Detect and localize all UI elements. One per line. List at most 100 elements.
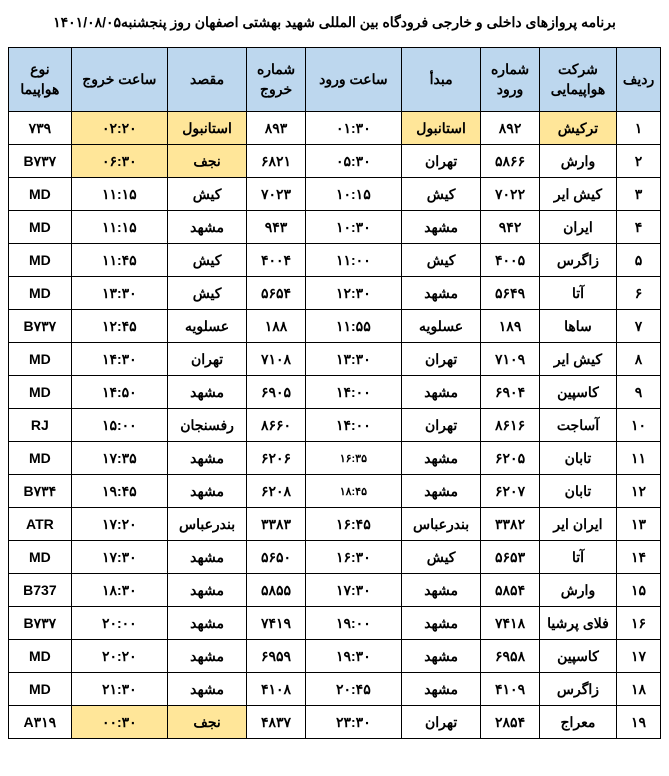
table-row: ۱۷کاسپین۶۹۵۸مشهد۱۹:۳۰۶۹۵۹مشهد۲۰:۲۰MD — [9, 640, 661, 673]
cell-row-num: ۶ — [617, 277, 661, 310]
cell-arr-time: ۱۱:۰۰ — [305, 244, 401, 277]
table-row: ۱۲تابان۶۲۰۷مشهد۱۸:۴۵۶۲۰۸مشهد۱۹:۴۵B۷۳۴ — [9, 475, 661, 508]
cell-arr-num: ۱۸۹ — [481, 310, 540, 343]
cell-type: B737 — [9, 574, 72, 607]
cell-dest: مشهد — [167, 541, 246, 574]
table-row: ۸کیش ایر۷۱۰۹تهران۱۳:۳۰۷۱۰۸تهران۱۴:۳۰MD — [9, 343, 661, 376]
cell-type: B۷۳۷ — [9, 310, 72, 343]
cell-airline: معراج — [539, 706, 616, 739]
header-row-num: ردیف — [617, 48, 661, 112]
cell-arr-time: ۰۵:۳۰ — [305, 145, 401, 178]
cell-row-num: ۸ — [617, 343, 661, 376]
table-row: ۱ترکیش۸۹۲استانبول۰۱:۳۰۸۹۳استانبول۰۲:۲۰۷۳… — [9, 112, 661, 145]
cell-arr-num: ۴۱۰۹ — [481, 673, 540, 706]
cell-airline: کیش ایر — [539, 178, 616, 211]
cell-type: B۷۳۴ — [9, 475, 72, 508]
cell-airline: فلای پرشیا — [539, 607, 616, 640]
cell-dep-num: ۴۰۰۴ — [247, 244, 306, 277]
cell-dep-time: ۱۱:۴۵ — [71, 244, 167, 277]
cell-dep-num: ۶۲۰۸ — [247, 475, 306, 508]
cell-arr-time: ۱۲:۳۰ — [305, 277, 401, 310]
cell-dep-time: ۱۴:۵۰ — [71, 376, 167, 409]
header-arr-num: شماره ورود — [481, 48, 540, 112]
cell-origin: تهران — [401, 706, 480, 739]
cell-origin: بندرعباس — [401, 508, 480, 541]
cell-dep-num: ۵۶۵۰ — [247, 541, 306, 574]
cell-arr-time: ۱۹:۰۰ — [305, 607, 401, 640]
cell-airline: آتا — [539, 541, 616, 574]
cell-dep-num: ۸۹۳ — [247, 112, 306, 145]
cell-dep-time: ۱۳:۳۰ — [71, 277, 167, 310]
cell-origin: مشهد — [401, 673, 480, 706]
cell-dep-num: ۷۱۰۸ — [247, 343, 306, 376]
cell-dest: مشهد — [167, 607, 246, 640]
cell-arr-num: ۸۶۱۶ — [481, 409, 540, 442]
cell-airline: ترکیش — [539, 112, 616, 145]
cell-dest: مشهد — [167, 475, 246, 508]
table-row: ۶آتا۵۶۴۹مشهد۱۲:۳۰۵۶۵۴کیش۱۳:۳۰MD — [9, 277, 661, 310]
cell-arr-num: ۶۲۰۵ — [481, 442, 540, 475]
cell-arr-num: ۹۴۲ — [481, 211, 540, 244]
cell-arr-time: ۱۹:۳۰ — [305, 640, 401, 673]
cell-origin: مشهد — [401, 211, 480, 244]
table-row: ۱۱تابان۶۲۰۵مشهد۱۶:۳۵۶۲۰۶مشهد۱۷:۳۵MD — [9, 442, 661, 475]
cell-dep-time: ۱۴:۳۰ — [71, 343, 167, 376]
cell-dep-num: ۴۸۳۷ — [247, 706, 306, 739]
cell-arr-time: ۱۶:۳۰ — [305, 541, 401, 574]
cell-arr-num: ۶۹۵۸ — [481, 640, 540, 673]
cell-arr-num: ۳۳۸۲ — [481, 508, 540, 541]
header-dep-time: ساعت خروج — [71, 48, 167, 112]
cell-dep-num: ۴۱۰۸ — [247, 673, 306, 706]
cell-row-num: ۱۶ — [617, 607, 661, 640]
cell-dest: مشهد — [167, 211, 246, 244]
header-arr-time: ساعت ورود — [305, 48, 401, 112]
cell-dest: کیش — [167, 244, 246, 277]
cell-airline: زاگرس — [539, 244, 616, 277]
cell-dep-time: ۲۰:۲۰ — [71, 640, 167, 673]
table-header-row: ردیف شرکت هواپیمایی شماره ورود مبدأ ساعت… — [9, 48, 661, 112]
cell-airline: وارش — [539, 574, 616, 607]
cell-dep-time: ۱۷:۲۰ — [71, 508, 167, 541]
table-row: ۱۴آتا۵۶۵۳کیش۱۶:۳۰۵۶۵۰مشهد۱۷:۳۰MD — [9, 541, 661, 574]
cell-arr-time: ۱۶:۴۵ — [305, 508, 401, 541]
table-row: ۱۹معراج۲۸۵۴تهران۲۳:۳۰۴۸۳۷نجف۰۰:۳۰A۳۱۹ — [9, 706, 661, 739]
cell-origin: مشهد — [401, 475, 480, 508]
cell-airline: وارش — [539, 145, 616, 178]
cell-arr-time: ۰۱:۳۰ — [305, 112, 401, 145]
cell-airline: کاسپین — [539, 376, 616, 409]
cell-arr-num: ۲۸۵۴ — [481, 706, 540, 739]
cell-dep-time: ۱۱:۱۵ — [71, 211, 167, 244]
cell-dep-num: ۶۸۲۱ — [247, 145, 306, 178]
cell-arr-time: ۱۳:۳۰ — [305, 343, 401, 376]
cell-dep-num: ۶۲۰۶ — [247, 442, 306, 475]
cell-dep-num: ۱۸۸ — [247, 310, 306, 343]
cell-dep-num: ۷۰۲۳ — [247, 178, 306, 211]
table-row: ۵زاگرس۴۰۰۵کیش۱۱:۰۰۴۰۰۴کیش۱۱:۴۵MD — [9, 244, 661, 277]
cell-arr-num: ۵۶۵۳ — [481, 541, 540, 574]
cell-arr-num: ۶۲۰۷ — [481, 475, 540, 508]
cell-type: ۷۳۹ — [9, 112, 72, 145]
header-type: نوع هواپیما — [9, 48, 72, 112]
cell-dep-time: ۱۷:۳۵ — [71, 442, 167, 475]
cell-origin: استانبول — [401, 112, 480, 145]
cell-type: MD — [9, 442, 72, 475]
cell-row-num: ۱۴ — [617, 541, 661, 574]
cell-dep-time: ۱۹:۴۵ — [71, 475, 167, 508]
cell-row-num: ۷ — [617, 310, 661, 343]
cell-dest: مشهد — [167, 574, 246, 607]
cell-origin: تهران — [401, 145, 480, 178]
cell-dest: استانبول — [167, 112, 246, 145]
cell-row-num: ۱۳ — [617, 508, 661, 541]
cell-airline: آساجت — [539, 409, 616, 442]
header-dest: مقصد — [167, 48, 246, 112]
table-row: ۲وارش۵۸۶۶تهران۰۵:۳۰۶۸۲۱نجف۰۶:۳۰B۷۳۷ — [9, 145, 661, 178]
page-title: برنامه پروازهای داخلی و خارجی فرودگاه بی… — [8, 8, 661, 37]
cell-airline: کیش ایر — [539, 343, 616, 376]
cell-arr-time: ۱۰:۳۰ — [305, 211, 401, 244]
cell-dest: نجف — [167, 145, 246, 178]
table-row: ۹کاسپین۶۹۰۴مشهد۱۴:۰۰۶۹۰۵مشهد۱۴:۵۰MD — [9, 376, 661, 409]
cell-dep-time: ۲۰:۰۰ — [71, 607, 167, 640]
cell-row-num: ۱ — [617, 112, 661, 145]
cell-dep-num: ۵۸۵۵ — [247, 574, 306, 607]
cell-dest: مشهد — [167, 376, 246, 409]
